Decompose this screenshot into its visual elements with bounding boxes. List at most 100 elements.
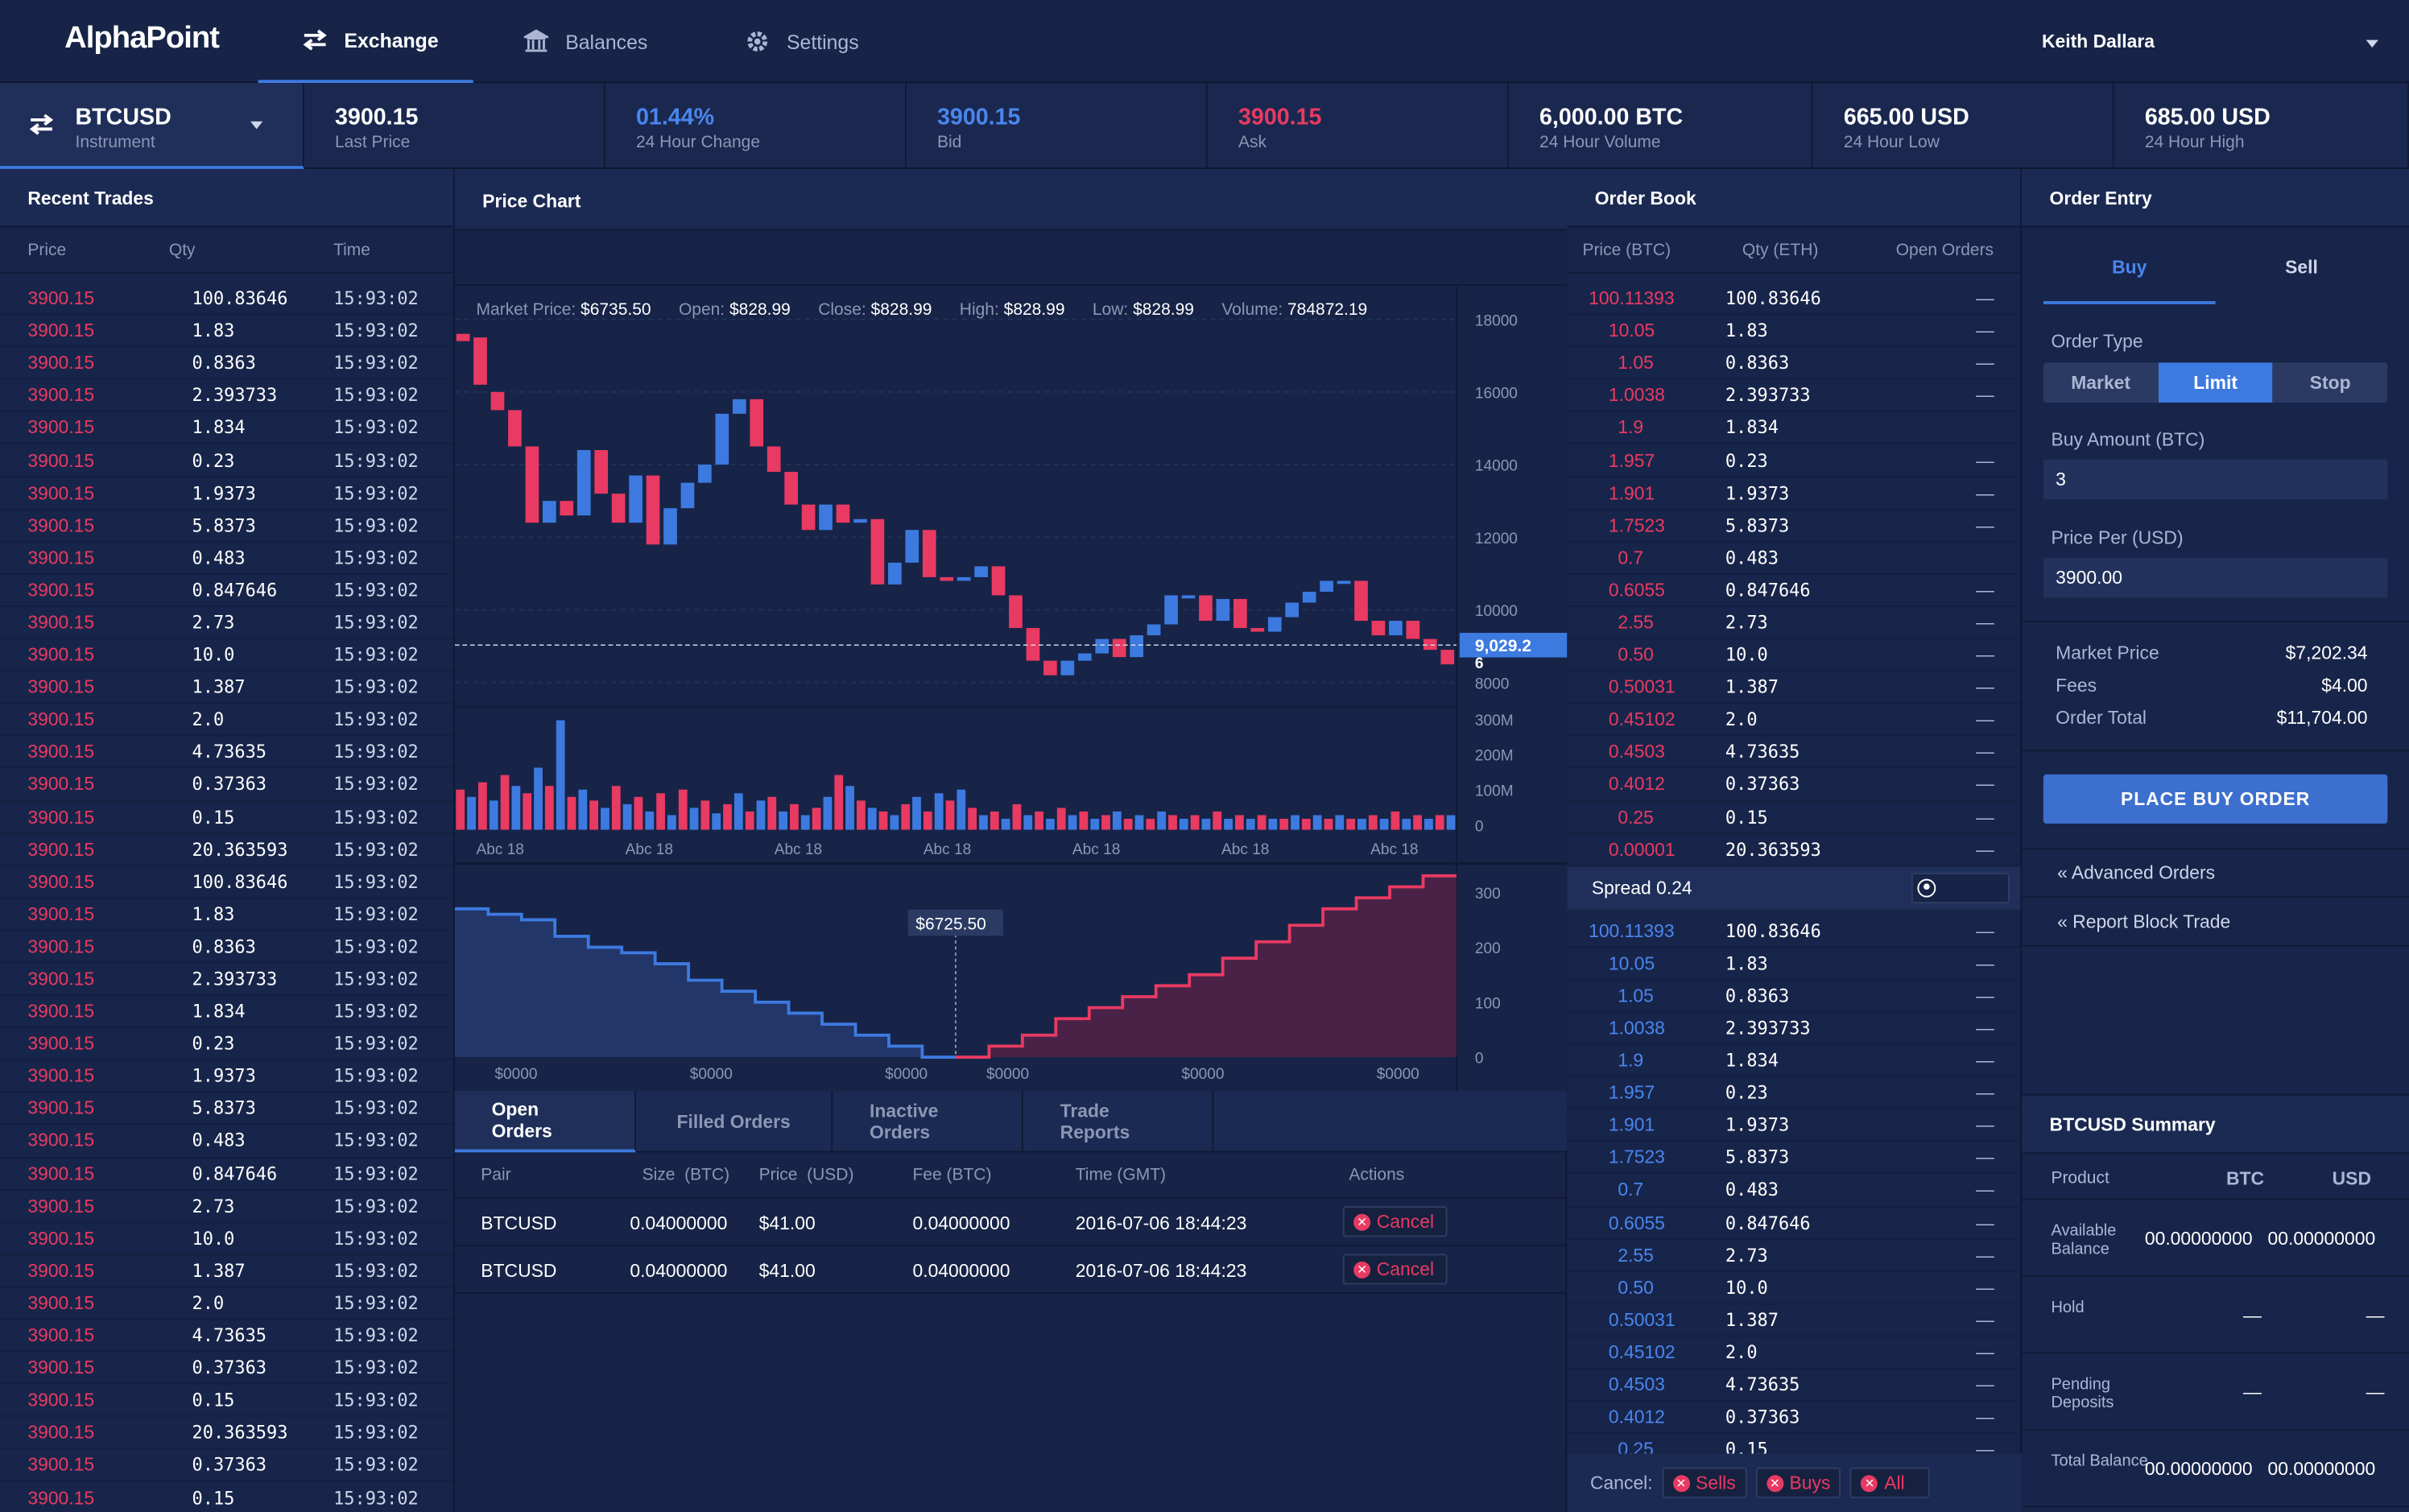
candle[interactable] bbox=[576, 450, 591, 516]
order-book-row[interactable]: 10.05 1.83 — bbox=[1567, 948, 2021, 981]
volume-bar[interactable] bbox=[1301, 818, 1311, 830]
volume-bar[interactable] bbox=[511, 786, 521, 830]
limit-type-button[interactable]: Limit bbox=[2158, 362, 2273, 403]
place-buy-order-button[interactable]: PLACE BUY ORDER bbox=[2043, 774, 2388, 824]
candle[interactable] bbox=[560, 501, 574, 516]
cancel-buys-button[interactable]: ✕ Buys bbox=[1755, 1467, 1841, 1498]
order-book-row[interactable]: 1.9 1.834 — bbox=[1567, 1045, 2021, 1078]
candle[interactable] bbox=[991, 566, 1006, 596]
tab-open-orders[interactable]: Open Orders bbox=[454, 1091, 636, 1153]
volume-bar[interactable] bbox=[1402, 818, 1411, 830]
tab-trade-reports[interactable]: Trade Reports bbox=[1023, 1091, 1214, 1153]
candle[interactable] bbox=[1009, 595, 1023, 629]
candle[interactable] bbox=[1389, 621, 1403, 636]
volume-bar[interactable] bbox=[1134, 815, 1144, 830]
candle[interactable] bbox=[819, 504, 833, 531]
candle[interactable] bbox=[1216, 598, 1230, 622]
volume-bar[interactable] bbox=[1312, 815, 1322, 830]
order-book-row[interactable]: 1.901 1.9373 — bbox=[1567, 1109, 2021, 1142]
order-book-row[interactable]: 0.6055 0.847646 — bbox=[1567, 574, 2021, 607]
volume-bar[interactable] bbox=[1235, 815, 1244, 830]
price-per-input[interactable]: 3900.00 bbox=[2043, 557, 2388, 598]
candle[interactable] bbox=[473, 337, 487, 385]
order-book-row[interactable]: 0.4503 4.73635 — bbox=[1567, 737, 2021, 770]
candle[interactable] bbox=[1354, 580, 1368, 622]
volume-bar[interactable] bbox=[957, 789, 966, 830]
candle[interactable] bbox=[1164, 595, 1178, 625]
candle[interactable] bbox=[629, 475, 643, 523]
market-type-button[interactable]: Market bbox=[2071, 371, 2131, 394]
candle[interactable] bbox=[1147, 624, 1161, 636]
candle[interactable] bbox=[801, 504, 816, 531]
candle[interactable] bbox=[1440, 650, 1455, 665]
candle[interactable] bbox=[1026, 628, 1040, 661]
volume-bar[interactable] bbox=[1268, 818, 1278, 830]
volume-bar[interactable] bbox=[790, 804, 799, 830]
volume-bar[interactable] bbox=[834, 775, 844, 830]
volume-bar[interactable] bbox=[1056, 808, 1066, 830]
candle[interactable] bbox=[1337, 580, 1351, 585]
sell-tab[interactable]: Sell bbox=[2285, 256, 2318, 279]
volume-bar[interactable] bbox=[733, 793, 743, 830]
candle[interactable] bbox=[1267, 617, 1282, 632]
volume-bar[interactable] bbox=[745, 811, 754, 830]
buy-amount-input[interactable]: 3 bbox=[2043, 459, 2388, 500]
order-book-row[interactable]: 1.0038 2.393733 — bbox=[1567, 380, 2021, 413]
candle[interactable] bbox=[1199, 595, 1213, 622]
volume-bar[interactable] bbox=[467, 796, 476, 830]
volume-bar[interactable] bbox=[857, 800, 866, 830]
order-book-row[interactable]: 1.05 0.8363 — bbox=[1567, 348, 2021, 380]
bid-depth-line[interactable] bbox=[454, 907, 956, 1059]
candle[interactable] bbox=[1043, 660, 1057, 675]
candle[interactable] bbox=[1095, 638, 1109, 654]
advanced-orders-link[interactable]: « Advanced Orders bbox=[2057, 861, 2216, 884]
order-book-row[interactable]: 2.55 2.73 — bbox=[1567, 1239, 2021, 1272]
volume-bar[interactable] bbox=[1246, 818, 1255, 830]
order-book-row[interactable]: 0.00001 20.363593 — bbox=[1567, 834, 2021, 866]
volume-bar[interactable] bbox=[723, 804, 732, 830]
order-book-row[interactable]: 1.0038 2.393733 — bbox=[1567, 1013, 2021, 1045]
candle[interactable] bbox=[784, 472, 798, 505]
volume-bar[interactable] bbox=[901, 804, 911, 830]
report-block-trade-link[interactable]: « Report Block Trade bbox=[2057, 911, 2231, 933]
volume-bar[interactable] bbox=[601, 808, 609, 830]
volume-bar[interactable] bbox=[990, 811, 999, 830]
volume-bar[interactable] bbox=[812, 808, 821, 830]
tab-filled-orders[interactable]: Filled Orders bbox=[636, 1091, 833, 1153]
candle[interactable] bbox=[508, 410, 522, 447]
volume-bar[interactable] bbox=[500, 775, 510, 830]
order-book-row[interactable]: 1.7523 5.8373 — bbox=[1567, 510, 2021, 543]
volume-bar[interactable] bbox=[523, 793, 532, 830]
volume-bar[interactable] bbox=[923, 811, 932, 830]
instrument-selector[interactable]: BTCUSD Instrument bbox=[0, 83, 304, 169]
candle[interactable] bbox=[922, 530, 936, 577]
cancel-sells-button[interactable]: ✕ Sells bbox=[1662, 1467, 1747, 1498]
volume-bar[interactable] bbox=[556, 720, 565, 830]
volume-bar[interactable] bbox=[1346, 818, 1356, 830]
volume-bar[interactable] bbox=[1157, 811, 1167, 830]
volume-bar[interactable] bbox=[1435, 815, 1444, 830]
volume-bar[interactable] bbox=[712, 813, 721, 830]
order-book-row[interactable]: 0.45102 2.0 — bbox=[1567, 1336, 2021, 1369]
volume-bar[interactable] bbox=[1279, 818, 1289, 830]
volume-bar[interactable] bbox=[634, 796, 643, 830]
candle[interactable] bbox=[1250, 628, 1265, 632]
candle[interactable] bbox=[594, 450, 609, 494]
order-book-row[interactable]: 0.6055 0.847646 — bbox=[1567, 1207, 2021, 1240]
candle[interactable] bbox=[715, 413, 729, 465]
volume-bar[interactable] bbox=[1335, 815, 1345, 830]
volume-bar[interactable] bbox=[823, 796, 833, 830]
stop-type-button[interactable]: Stop bbox=[2309, 371, 2351, 394]
volume-bar[interactable] bbox=[1001, 818, 1010, 830]
candle[interactable] bbox=[456, 333, 470, 341]
candle[interactable] bbox=[1060, 660, 1075, 675]
volume-bar[interactable] bbox=[1035, 811, 1043, 830]
candle[interactable] bbox=[490, 391, 505, 411]
volume-bar[interactable] bbox=[1213, 811, 1222, 830]
volume-bar[interactable] bbox=[1368, 815, 1378, 830]
volume-bar[interactable] bbox=[456, 789, 465, 830]
volume-bar[interactable] bbox=[1257, 815, 1266, 830]
tab-balances[interactable]: Balances bbox=[479, 0, 690, 83]
volume-bar[interactable] bbox=[567, 796, 576, 830]
candle[interactable] bbox=[680, 482, 695, 509]
